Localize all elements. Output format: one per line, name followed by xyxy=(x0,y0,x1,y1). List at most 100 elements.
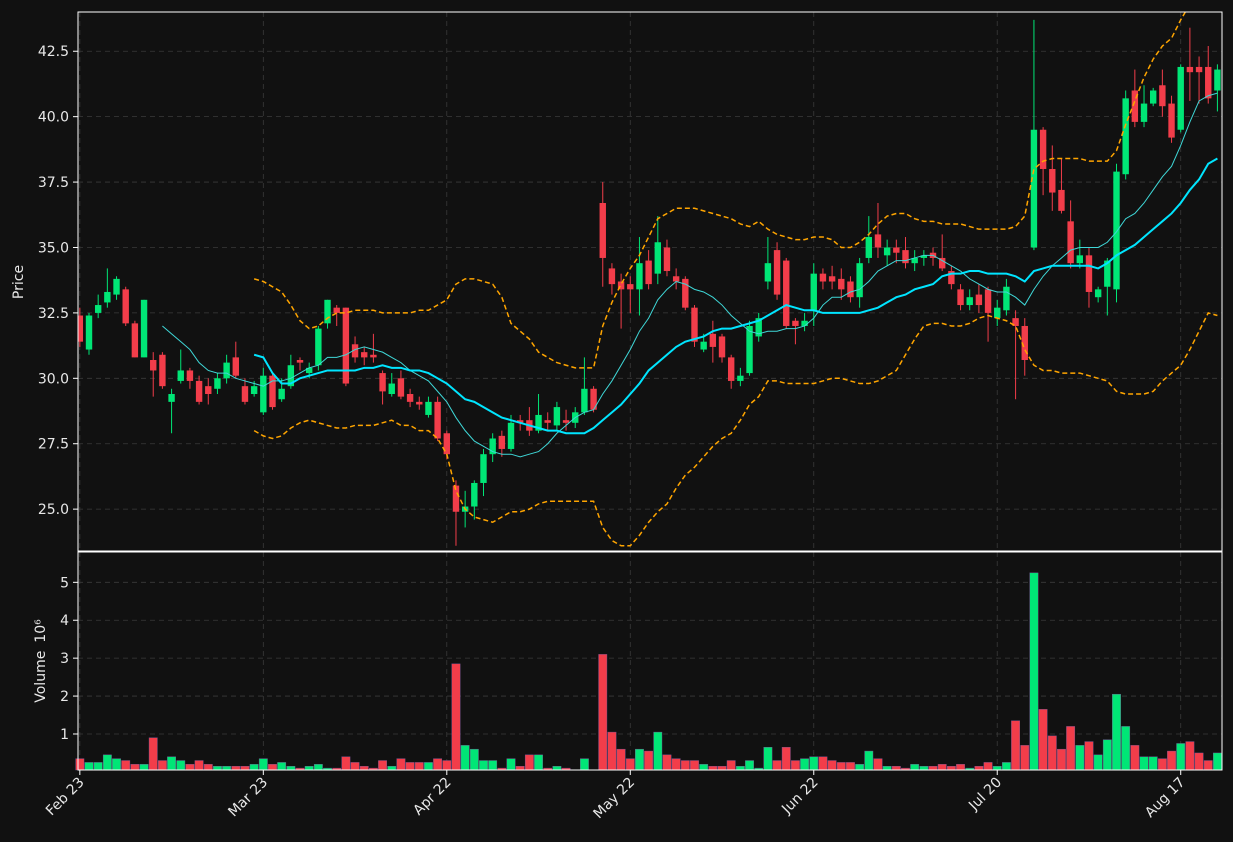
candle-body xyxy=(150,359,157,371)
volume-bar xyxy=(864,750,874,771)
candle-body xyxy=(1058,189,1065,211)
candle-body xyxy=(1140,103,1148,122)
volume-bar xyxy=(231,766,241,771)
volume-bar xyxy=(726,760,736,771)
candle-body xyxy=(663,247,671,272)
volume-bar xyxy=(1167,750,1176,771)
volume-bar xyxy=(167,756,176,771)
volume-bar xyxy=(1213,752,1222,771)
volume-bar xyxy=(442,760,452,771)
volume-bar xyxy=(974,766,984,771)
candle-body xyxy=(535,414,542,431)
volume-bar xyxy=(75,758,85,771)
candle-body xyxy=(746,325,753,374)
candle-body xyxy=(727,357,735,381)
candle-body xyxy=(847,281,854,298)
candle-body xyxy=(186,370,194,381)
candle-body xyxy=(792,320,799,326)
candle-body xyxy=(104,291,111,303)
y-tick-label: 25.0 xyxy=(38,502,69,518)
volume-bar xyxy=(414,762,424,771)
volume-bar xyxy=(928,766,938,771)
candle-body xyxy=(159,354,166,387)
candle-body xyxy=(700,341,707,350)
overlay-line xyxy=(253,312,1218,547)
volume-bar xyxy=(781,747,791,771)
volume-bar xyxy=(424,762,433,771)
volume-bar xyxy=(827,760,837,771)
candle-body xyxy=(223,362,230,379)
volume-bar xyxy=(882,766,892,771)
volume-bar xyxy=(121,760,131,771)
volume-bar xyxy=(112,758,121,771)
volume-bar xyxy=(148,737,158,771)
volume-bar xyxy=(102,754,112,771)
candle-body xyxy=(902,250,909,264)
volume-bar xyxy=(350,762,360,771)
candle-layer xyxy=(78,19,1221,546)
volume-bar xyxy=(1148,756,1158,771)
volume-bar xyxy=(653,731,663,771)
candle-body xyxy=(351,344,359,358)
volume-bar xyxy=(506,758,516,771)
volume-bar xyxy=(258,758,268,771)
candle-body xyxy=(287,365,295,387)
volume-bar xyxy=(873,758,883,771)
volume-bar xyxy=(1029,572,1039,771)
volume-bar xyxy=(616,748,626,771)
volume-bar xyxy=(396,758,406,771)
volume-bar xyxy=(763,747,773,771)
volume-bar xyxy=(891,766,901,771)
volume-bar xyxy=(846,762,855,771)
volume-bar xyxy=(598,654,608,771)
candle-body xyxy=(1205,66,1212,99)
volume-bar xyxy=(268,764,277,771)
volume-bar xyxy=(1038,709,1048,771)
candle-body xyxy=(498,435,506,449)
candle-body xyxy=(1030,129,1038,248)
candle-body xyxy=(672,276,680,282)
volume-bar xyxy=(680,760,690,771)
candle-body xyxy=(452,485,460,512)
volume-bar xyxy=(469,748,479,771)
candle-body xyxy=(434,401,441,439)
candle-body xyxy=(296,359,304,363)
y-tick-label: 37.5 xyxy=(38,175,69,191)
volume-bar xyxy=(946,766,956,771)
volume-bar xyxy=(222,766,232,771)
volume-bar xyxy=(983,762,993,771)
volume-bar xyxy=(286,766,296,771)
candle-body xyxy=(654,242,661,274)
volume-bar xyxy=(1002,762,1011,771)
volume-bar xyxy=(213,766,222,771)
y-tick-label: 3 xyxy=(60,651,69,667)
volume-bar xyxy=(479,760,488,771)
volume-bar xyxy=(341,756,351,771)
candle-body xyxy=(177,370,184,381)
candle-body xyxy=(544,420,551,423)
candle-body xyxy=(783,260,790,326)
volume-bar xyxy=(956,764,965,771)
candle-body xyxy=(773,250,781,295)
y-tick-label: 30.0 xyxy=(38,371,69,387)
candle-body xyxy=(205,386,212,395)
volume-bar xyxy=(524,754,534,771)
candle-body xyxy=(581,388,588,413)
candle-body xyxy=(599,203,606,258)
candle-body xyxy=(957,289,964,306)
volume-bar xyxy=(1112,693,1121,771)
candle-body xyxy=(737,375,744,381)
candle-body xyxy=(1094,289,1102,298)
candle-body xyxy=(828,276,836,282)
candle-body xyxy=(893,247,900,253)
volume-bar xyxy=(1084,741,1094,771)
candle-body xyxy=(553,407,561,426)
volume-bar xyxy=(1066,726,1076,771)
volume-bar xyxy=(1057,748,1066,771)
volume-bar xyxy=(662,754,672,771)
volume-bar xyxy=(203,764,213,771)
candle-body xyxy=(966,297,973,306)
volume-bar xyxy=(772,760,782,771)
volume-bar xyxy=(699,764,709,771)
candle-body xyxy=(305,367,313,374)
